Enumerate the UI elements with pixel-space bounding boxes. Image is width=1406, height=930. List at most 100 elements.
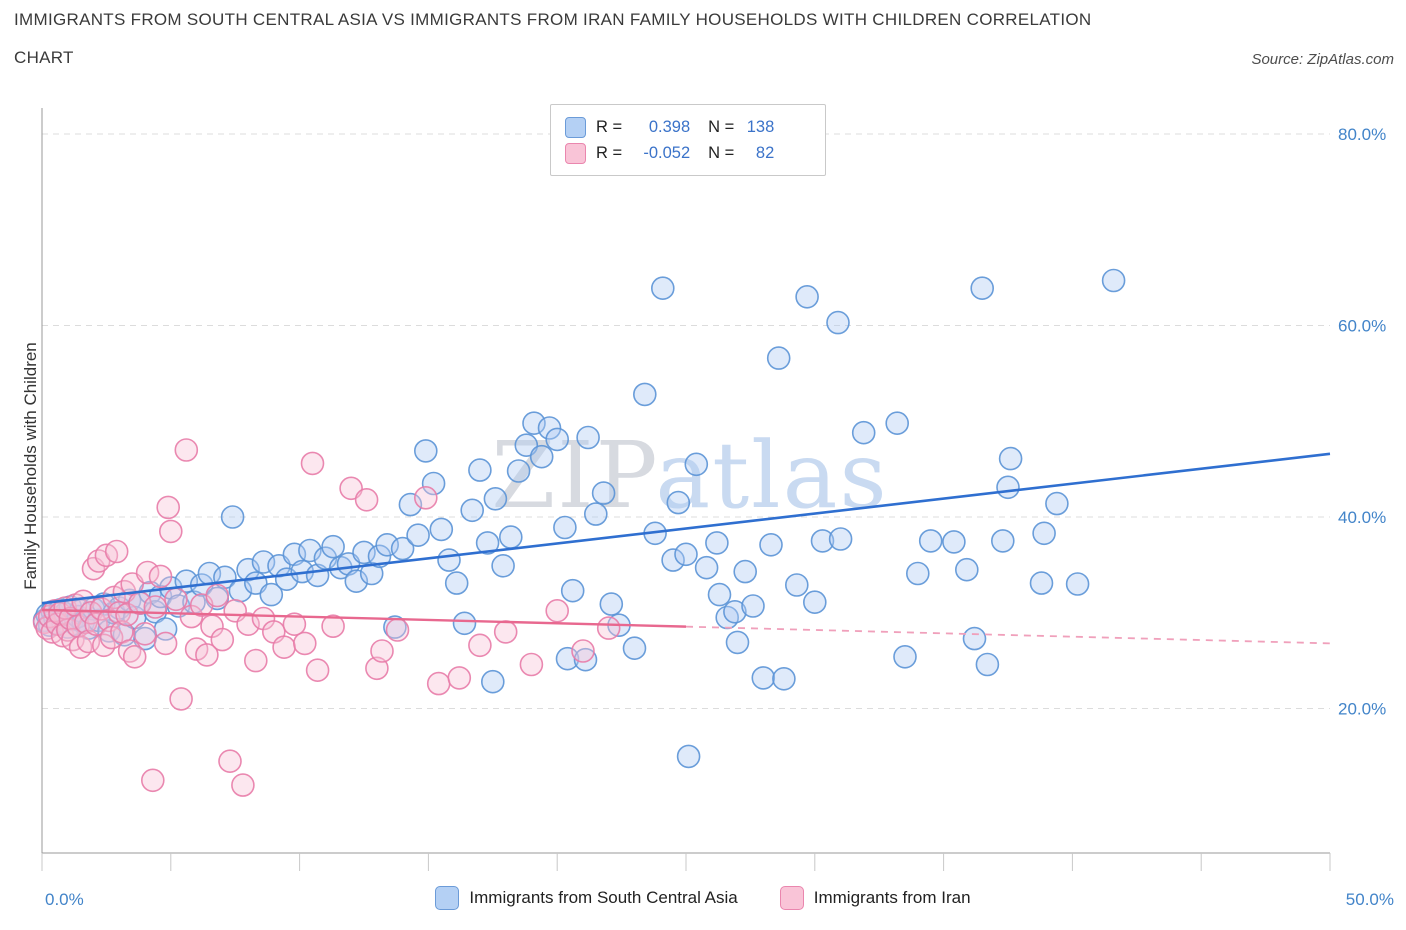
scatter-point-blue[interactable] [975, 652, 1000, 677]
scatter-point-pink[interactable] [153, 631, 178, 656]
scatter-point-pink[interactable] [133, 621, 157, 646]
scatter-point-blue[interactable] [632, 382, 657, 407]
scatter-point-blue[interactable] [545, 427, 570, 452]
scatter-point-blue[interactable] [1045, 491, 1069, 516]
scatter-point-blue[interactable] [954, 557, 979, 582]
scatter-point-blue[interactable] [723, 599, 747, 624]
scatter-point-pink[interactable] [135, 560, 160, 585]
scatter-point-pink[interactable] [244, 648, 268, 673]
scatter-point-blue[interactable] [784, 573, 809, 597]
scatter-point-blue[interactable] [1029, 571, 1054, 595]
scatter-point-pink[interactable] [218, 749, 242, 774]
scatter-point-blue[interactable] [352, 540, 376, 565]
scatter-point-blue[interactable] [553, 515, 577, 540]
scatter-point-pink[interactable] [272, 635, 296, 660]
scatter-point-blue[interactable] [766, 346, 791, 370]
scatter-point-blue[interactable] [444, 571, 469, 595]
scatter-point-blue[interactable] [475, 531, 500, 555]
scatter-point-blue[interactable] [851, 420, 876, 445]
scatter-point-blue[interactable] [893, 644, 917, 669]
scatter-point-blue[interactable] [1101, 268, 1126, 293]
scatter-point-pink[interactable] [365, 656, 389, 681]
scatter-point-blue[interactable] [460, 498, 485, 523]
scatter-point-blue[interactable] [560, 578, 585, 603]
scatter-point-blue[interactable] [282, 542, 307, 567]
scatter-point-blue[interactable] [398, 492, 423, 517]
scatter-point-blue[interactable] [826, 310, 850, 335]
scatter-point-blue[interactable] [529, 444, 554, 469]
scatter-point-blue[interactable] [795, 284, 819, 309]
scatter-point-blue[interactable] [259, 582, 284, 607]
scatter-point-pink[interactable] [164, 587, 188, 612]
scatter-point-pink[interactable] [195, 643, 219, 667]
scatter-point-blue[interactable] [321, 534, 345, 559]
scatter-point-blue[interactable] [694, 555, 719, 580]
scatter-point-blue[interactable] [676, 744, 701, 769]
scatter-point-blue[interactable] [522, 411, 546, 436]
scatter-point-pink[interactable] [545, 598, 570, 623]
scatter-point-blue[interactable] [772, 666, 796, 691]
scatter-point-pink[interactable] [571, 639, 595, 663]
scatter-point-blue[interactable] [491, 553, 515, 578]
scatter-point-pink[interactable] [300, 451, 325, 476]
scatter-point-blue[interactable] [367, 544, 392, 569]
scatter-point-pink[interactable] [292, 631, 317, 656]
scatter-point-blue[interactable] [666, 490, 691, 515]
scatter-point-pink[interactable] [354, 487, 379, 512]
scatter-point-blue[interactable] [506, 459, 531, 483]
scatter-point-pink[interactable] [370, 639, 394, 663]
scatter-point-pink[interactable] [159, 519, 183, 544]
scatter-point-blue[interactable] [674, 542, 698, 567]
legend-item-iran[interactable]: Immigrants from Iran [779, 886, 971, 910]
scatter-point-blue[interactable] [421, 471, 446, 496]
scatter-point-blue[interactable] [990, 529, 1015, 553]
scatter-point-pink[interactable] [236, 612, 260, 637]
scatter-point-pink[interactable] [174, 438, 199, 462]
scatter-point-pink[interactable] [231, 773, 255, 797]
scatter-point-pink[interactable] [321, 614, 345, 639]
scatter-point-blue[interactable] [599, 592, 624, 616]
scatter-point-blue[interactable] [236, 557, 260, 582]
scatter-point-blue[interactable] [802, 590, 827, 615]
scatter-point-blue[interactable] [998, 446, 1023, 471]
scatter-point-pink[interactable] [426, 671, 451, 696]
scatter-point-pink[interactable] [156, 495, 180, 520]
scatter-point-blue[interactable] [759, 532, 783, 557]
scatter-point-pink[interactable] [413, 485, 438, 510]
scatter-point-blue[interactable] [573, 647, 598, 672]
scatter-point-blue[interactable] [650, 276, 675, 301]
scatter-point-blue[interactable] [751, 666, 776, 690]
scatter-point-blue[interactable] [741, 594, 765, 618]
scatter-point-pink[interactable] [122, 644, 147, 669]
scatter-point-blue[interactable] [996, 475, 1020, 500]
scatter-point-blue[interactable] [591, 481, 616, 505]
scatter-point-pink[interactable] [385, 618, 410, 642]
scatter-point-blue[interactable] [375, 532, 400, 557]
scatter-point-blue[interactable] [705, 531, 729, 555]
scatter-point-pink[interactable] [305, 658, 330, 683]
scatter-point-pink[interactable] [141, 768, 165, 793]
scatter-point-blue[interactable] [468, 458, 492, 482]
scatter-point-blue[interactable] [483, 486, 508, 511]
scatter-point-blue[interactable] [576, 425, 600, 450]
scatter-point-blue[interactable] [437, 548, 461, 572]
scatter-point-blue[interactable] [684, 452, 709, 477]
scatter-point-blue[interactable] [707, 582, 732, 607]
scatter-point-blue[interactable] [406, 523, 430, 548]
scatter-point-pink[interactable] [148, 564, 173, 589]
scatter-point-pink[interactable] [210, 627, 235, 652]
scatter-point-blue[interactable] [452, 611, 477, 636]
scatter-point-pink[interactable] [104, 539, 129, 564]
scatter-point-blue[interactable] [1065, 572, 1090, 596]
scatter-point-blue[interactable] [413, 439, 438, 463]
scatter-point-blue[interactable] [537, 416, 562, 440]
scatter-point-blue[interactable] [390, 536, 415, 561]
scatter-point-blue[interactable] [885, 411, 910, 436]
scatter-point-blue[interactable] [498, 525, 523, 549]
scatter-point-blue[interactable] [429, 517, 454, 542]
scatter-point-pink[interactable] [493, 620, 518, 644]
scatter-point-pink[interactable] [447, 666, 472, 690]
scatter-point-blue[interactable] [220, 505, 245, 529]
scatter-point-blue[interactable] [661, 548, 685, 572]
scatter-point-blue[interactable] [359, 561, 384, 586]
